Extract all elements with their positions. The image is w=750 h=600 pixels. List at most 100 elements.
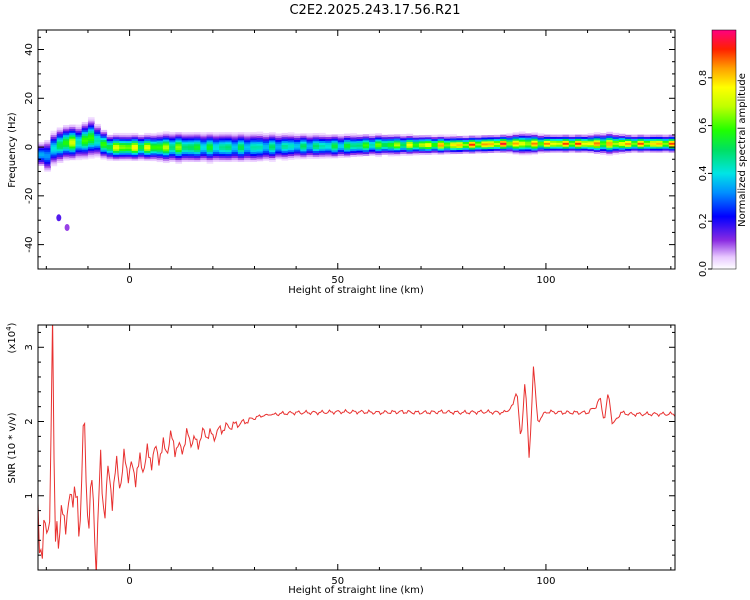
snr-multiplier-base: (x10 (7, 331, 18, 354)
spectrogram-cell (119, 133, 126, 135)
x-tick-label: 100 (536, 576, 555, 587)
spectrogram-cell (469, 136, 476, 138)
spectrogram-cell (506, 133, 513, 135)
spectrogram-cell (294, 134, 301, 136)
y-tick-label: 20 (24, 92, 35, 105)
spectrogram-cell (38, 142, 45, 144)
spectrogram-cell (363, 134, 370, 136)
spectrogram-cell (282, 133, 289, 135)
spectrogram-blob (56, 214, 61, 221)
spectrogram-cell (481, 135, 488, 137)
colorbar-tick-label: 0.0 (698, 261, 709, 277)
colorbar-gradient (712, 30, 736, 269)
spectrogram-cell (344, 134, 351, 136)
spectrogram-cell (263, 133, 270, 135)
spectrogram-cell (606, 132, 613, 134)
spectrogram-cell (544, 135, 551, 137)
y-tick-label: -20 (24, 188, 35, 204)
spectrogram-cell (550, 135, 557, 137)
spectrogram-cell (69, 125, 76, 127)
spectrogram-cell (275, 134, 282, 136)
spectrogram-cell (225, 132, 232, 134)
spectrogram-cell (313, 133, 320, 135)
spectrogram-cell (44, 140, 51, 142)
spectrogram-cell (319, 133, 326, 135)
spectrogram-cell (213, 132, 220, 134)
spectrogram-cell (207, 132, 214, 134)
figure: C2E2.2025.243.17.56.R21 0 50 100-40-200204… (0, 0, 750, 600)
spectrogram-cell (200, 132, 207, 134)
colorbar-tick-label: 0.8 (698, 70, 709, 86)
spectrogram-cell (463, 136, 470, 138)
spectrogram-cell (538, 133, 545, 135)
spectrogram-cell (325, 135, 332, 137)
spectrogram-cell (631, 135, 638, 137)
spectrogram-y-label: Frequency (Hz) (7, 112, 18, 188)
snr-frame (38, 325, 675, 570)
spectrogram-cell (269, 132, 276, 134)
colorbar-ticks: 0.00.20.40.60.8 (698, 70, 712, 277)
spectrogram-cell (138, 135, 145, 137)
spectrogram-cell (288, 132, 295, 134)
spectrogram-cell (175, 132, 182, 134)
snr-plot (38, 316, 675, 575)
spectrogram-cell (250, 132, 257, 134)
spectrogram-cell (57, 127, 64, 129)
spectrogram-cell (332, 134, 339, 136)
spectrogram-blob (65, 224, 70, 231)
spectrogram-cell (144, 133, 151, 135)
spectrogram-cell (663, 135, 670, 137)
spectrogram-cell (400, 134, 407, 136)
spectrogram-cell (581, 135, 588, 137)
x-tick-label: 0 (126, 576, 132, 587)
spectrogram-cell (563, 135, 570, 137)
spectrogram-cell (100, 130, 107, 132)
spectrogram-cell (413, 135, 420, 137)
spectrogram-cell (219, 132, 226, 134)
y-tick-label: 1 (24, 493, 35, 499)
spectrogram-cell (475, 135, 482, 137)
colorbar-tick-label: 0.6 (698, 118, 709, 134)
spectrogram-cell (656, 135, 663, 137)
spectrogram-cell (88, 117, 95, 119)
snr-multiplier-close: ) (7, 322, 18, 326)
spectrogram-cell (569, 135, 576, 137)
spectrogram-cell (531, 132, 538, 134)
snr-ticks: 0 50 100 1 2 3 (24, 325, 675, 587)
spectrogram-cell (107, 135, 114, 137)
spectrogram-cell (82, 122, 89, 124)
spectrogram-cell (494, 135, 501, 137)
spectrogram-cell (125, 133, 132, 135)
spectrogram-cell (650, 135, 657, 137)
spectrogram-cell (388, 135, 395, 137)
colorbar-label: Normalized spectral amplitude (737, 73, 748, 227)
spectrogram-cell (63, 125, 70, 127)
colorbar-tick-label: 0.2 (698, 213, 709, 229)
spectrogram-cell (350, 133, 357, 135)
spectrogram-panel: 0 50 100-40-2002040 Height of straight lin… (7, 30, 675, 296)
spectrogram-cell (438, 135, 445, 137)
spectrogram-cell (157, 132, 164, 134)
spectrogram-cell (588, 133, 595, 135)
spectrogram-x-label: Height of straight line (km) (288, 285, 424, 296)
spectrogram-cell (525, 133, 532, 135)
spectrogram-cell (444, 134, 451, 136)
spectrogram-cell (338, 134, 345, 136)
spectrogram-cell (456, 136, 463, 138)
spectrogram-cell (575, 135, 582, 137)
spectrogram-heatmap (38, 117, 675, 231)
spectrogram-cell (257, 132, 264, 134)
spectrogram-cell (513, 132, 520, 134)
spectrogram-cell (244, 132, 251, 134)
spectrogram-cell (644, 135, 651, 137)
spectrogram-cell (300, 133, 307, 135)
spectrogram-cell (169, 132, 176, 134)
spectrogram-cell (194, 132, 201, 134)
snr-panel: 0 50 100 1 2 3 Height of straight line (km) S… (5, 316, 675, 596)
spectrogram-cell (182, 132, 189, 134)
figure-title: C2E2.2025.243.17.56.R21 (289, 3, 460, 18)
spectrogram-cell (638, 135, 645, 137)
colorbar: 0.00.20.40.60.8 Normalized spectral ampl… (698, 30, 748, 277)
spectrogram-cell (163, 131, 170, 133)
y-tick-label: 40 (24, 43, 35, 56)
